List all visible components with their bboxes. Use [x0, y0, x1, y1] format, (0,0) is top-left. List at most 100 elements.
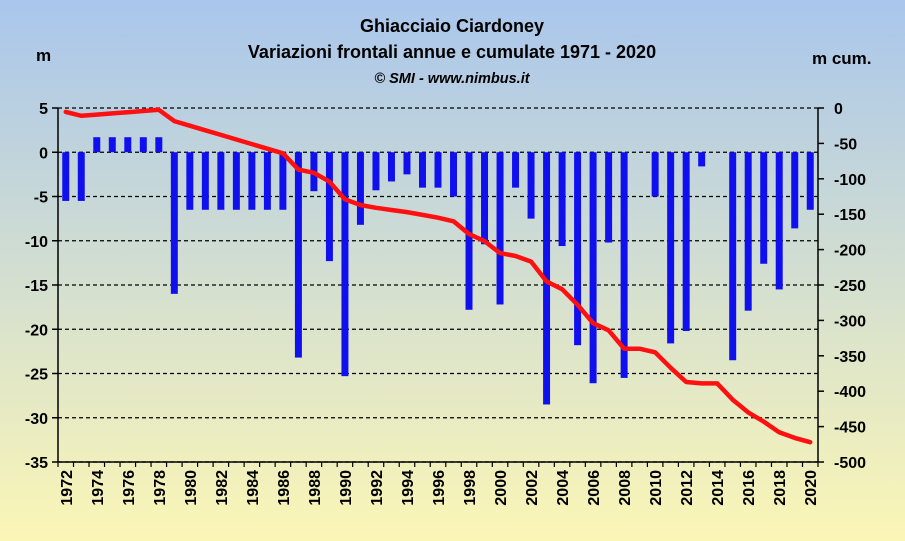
right-tick-label: -250 [834, 278, 866, 295]
bar-1991 [356, 152, 364, 225]
right-tick-label: -200 [834, 243, 866, 260]
x-tick-label: 1988 [307, 470, 324, 506]
x-tick-label: 2002 [524, 470, 541, 506]
x-tick-label: 2018 [772, 470, 789, 506]
bar-2008 [620, 152, 628, 378]
x-tick-label: 1974 [90, 470, 107, 506]
x-tick-label: 1984 [245, 470, 262, 506]
bar-2001 [512, 152, 520, 188]
left-tick-label: -35 [25, 455, 48, 472]
bar-1994 [403, 152, 411, 175]
x-tick-label: 2014 [710, 470, 727, 506]
right-tick-label: -350 [834, 349, 866, 366]
x-tick-label: 1986 [276, 470, 293, 506]
x-tick-label: 1994 [400, 470, 417, 506]
cumulative-line [63, 107, 813, 445]
chart-subtitle: Variazioni frontali annue e cumulate 197… [248, 42, 656, 62]
bar-1997 [450, 152, 457, 197]
bar-1989 [325, 152, 333, 262]
bar-2004 [558, 152, 566, 247]
bar-1975 [108, 137, 116, 153]
chart-credit: © SMI - www.nimbus.it [374, 71, 530, 87]
left-tick-label: -20 [25, 322, 48, 339]
bar-2013 [698, 152, 706, 167]
bar-1984 [248, 152, 256, 210]
bar-1999 [481, 152, 489, 245]
right-tick-label: -150 [834, 207, 866, 224]
bar-1992 [372, 152, 380, 191]
bar-1990 [341, 152, 349, 377]
left-tick-labels: 5 0 -5 -10 -15 -20 -25 -30 -35 [25, 101, 48, 472]
left-tick-label: -5 [34, 190, 48, 207]
x-tick-label: 1978 [152, 470, 169, 506]
right-tick-labels: 0 -50 -100 -150 -200 -250 -300 -350 -400 -450 -500 [834, 101, 866, 472]
bar-2015 [729, 152, 737, 361]
x-tick-label: 1990 [338, 470, 355, 506]
x-tick-label: 1998 [462, 470, 479, 506]
bar-2007 [605, 152, 613, 243]
bar-1974 [93, 137, 101, 153]
left-tick-label: 5 [39, 101, 48, 118]
bar-2006 [589, 152, 597, 384]
x-tick-label: 1992 [369, 470, 386, 506]
bar-2018 [775, 152, 783, 290]
bar-1993 [387, 152, 395, 182]
bar-1998 [465, 152, 473, 310]
bar-2016 [744, 152, 752, 311]
right-axis-unit: m cum. [812, 49, 872, 68]
bar-1972 [62, 152, 70, 201]
bar-2011 [667, 152, 675, 344]
right-tick-label: -400 [834, 384, 866, 401]
bar-1987 [294, 152, 302, 358]
bar-1973 [77, 152, 85, 201]
left-axis-unit: m [36, 46, 51, 65]
bar-1977 [139, 137, 147, 153]
x-tick-label: 1972 [59, 470, 76, 506]
bar-1985 [263, 152, 271, 210]
bar-1981 [201, 152, 209, 210]
bar-1996 [434, 152, 442, 188]
bar-2017 [760, 152, 768, 264]
right-tick-label: -100 [834, 172, 866, 189]
right-tick-label: -450 [834, 420, 866, 437]
axes [52, 107, 824, 467]
bar-1978 [155, 137, 163, 153]
bar-2002 [527, 152, 535, 219]
bar-1995 [419, 152, 426, 188]
bar-2010 [651, 152, 659, 197]
x-tick-label: 2006 [586, 470, 603, 506]
bar-1982 [217, 152, 225, 210]
x-tick-label: 1982 [214, 470, 231, 506]
x-tick-label: 2016 [741, 470, 758, 506]
x-tick-label: 2010 [648, 470, 665, 506]
left-tick-label: 0 [39, 145, 48, 162]
x-tick-label: 2020 [803, 470, 820, 506]
left-tick-label: -15 [25, 278, 48, 295]
bar-1976 [124, 137, 132, 153]
x-tick-label: 2008 [617, 470, 634, 506]
bar-2012 [682, 152, 690, 332]
x-tick-label: 2000 [493, 470, 510, 506]
bar-2000 [496, 152, 504, 305]
x-tick-label: 2004 [555, 470, 572, 506]
x-tick-labels: 1972 1974 1976 1978 1980 1982 1984 1986 1988 1990… [59, 470, 820, 506]
bar-2019 [791, 152, 799, 229]
left-tick-label: -10 [25, 234, 48, 251]
left-tick-label: -30 [25, 411, 48, 428]
cumulative-line-series [63, 107, 813, 445]
chart-title: Ghiacciaio Ciardoney [360, 16, 544, 36]
bar-1983 [232, 152, 240, 210]
x-tick-label: 1996 [431, 470, 448, 506]
x-tick-label: 1980 [183, 470, 200, 506]
bar-2020 [806, 152, 814, 210]
left-tick-label: -25 [25, 367, 48, 384]
right-tick-label: 0 [834, 101, 843, 118]
right-tick-label: -300 [834, 313, 866, 330]
bar-1979 [170, 152, 178, 294]
bar-2005 [574, 152, 582, 346]
bar-1980 [186, 152, 194, 210]
right-tick-label: -500 [834, 455, 866, 472]
